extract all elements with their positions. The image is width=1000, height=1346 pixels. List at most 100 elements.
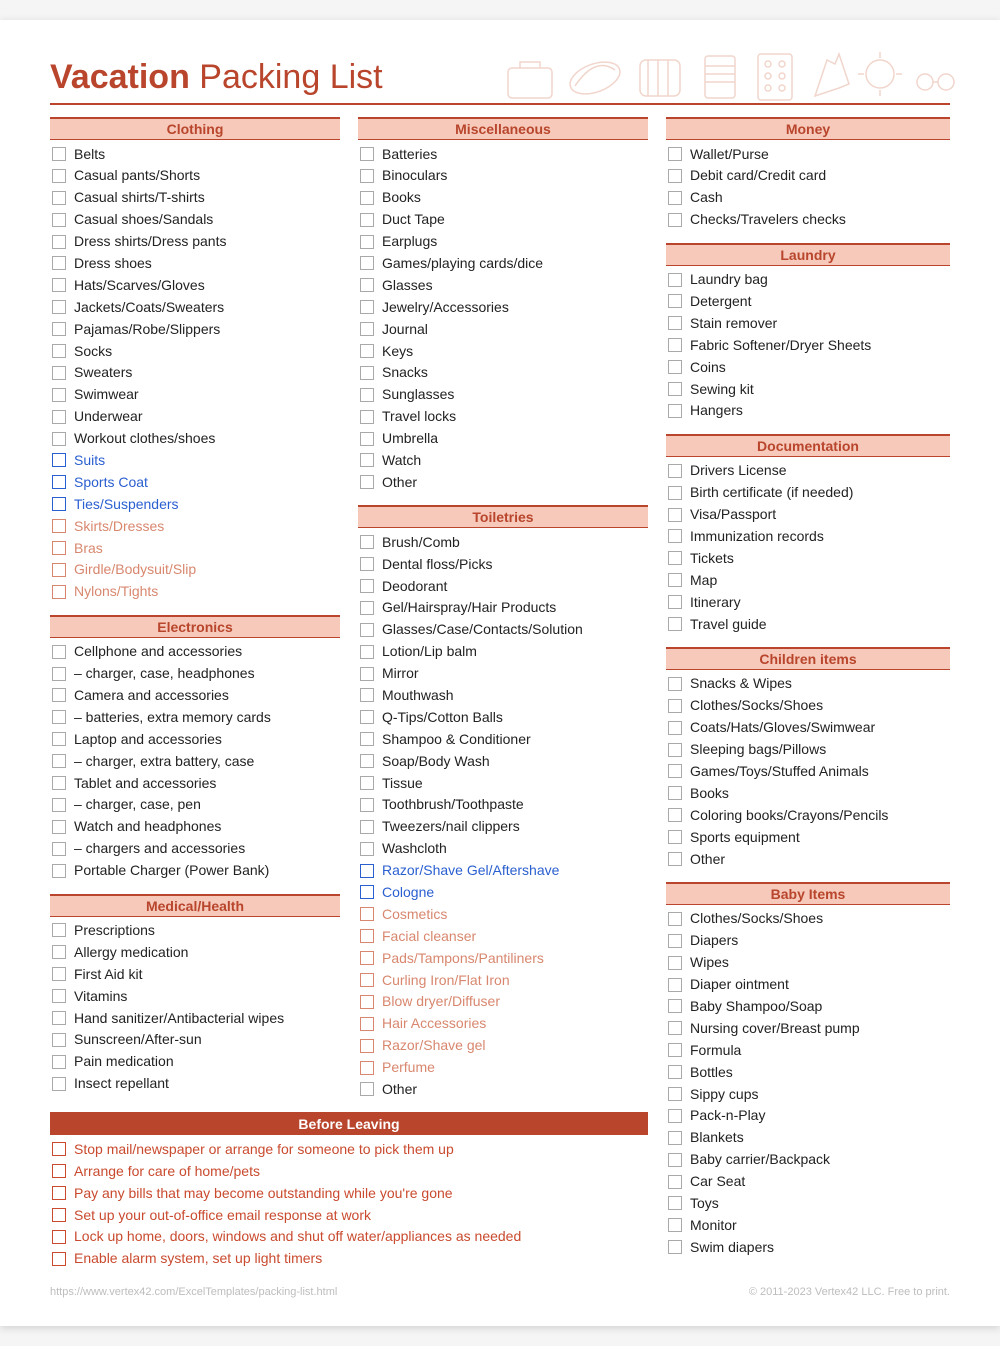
checkbox[interactable] xyxy=(360,147,374,161)
checkbox[interactable] xyxy=(360,688,374,702)
checkbox[interactable] xyxy=(360,907,374,921)
checkbox[interactable] xyxy=(360,623,374,637)
checkbox[interactable] xyxy=(360,344,374,358)
checkbox[interactable] xyxy=(360,951,374,965)
checkbox[interactable] xyxy=(52,1011,66,1025)
checkbox[interactable] xyxy=(668,338,682,352)
checkbox[interactable] xyxy=(668,213,682,227)
checkbox[interactable] xyxy=(52,732,66,746)
checkbox[interactable] xyxy=(668,382,682,396)
checkbox[interactable] xyxy=(52,213,66,227)
checkbox[interactable] xyxy=(52,322,66,336)
checkbox[interactable] xyxy=(360,864,374,878)
checkbox[interactable] xyxy=(52,1186,66,1200)
checkbox[interactable] xyxy=(360,366,374,380)
checkbox[interactable] xyxy=(52,147,66,161)
checkbox[interactable] xyxy=(52,989,66,1003)
checkbox[interactable] xyxy=(668,573,682,587)
checkbox[interactable] xyxy=(52,300,66,314)
checkbox[interactable] xyxy=(52,1252,66,1266)
checkbox[interactable] xyxy=(668,699,682,713)
checkbox[interactable] xyxy=(668,360,682,374)
checkbox[interactable] xyxy=(668,529,682,543)
checkbox[interactable] xyxy=(52,645,66,659)
checkbox[interactable] xyxy=(360,1017,374,1031)
checkbox[interactable] xyxy=(52,776,66,790)
checkbox[interactable] xyxy=(52,667,66,681)
checkbox[interactable] xyxy=(52,191,66,205)
checkbox[interactable] xyxy=(360,995,374,1009)
checkbox[interactable] xyxy=(360,1039,374,1053)
checkbox[interactable] xyxy=(360,798,374,812)
checkbox[interactable] xyxy=(668,464,682,478)
checkbox[interactable] xyxy=(52,1142,66,1156)
checkbox[interactable] xyxy=(52,388,66,402)
checkbox[interactable] xyxy=(668,786,682,800)
checkbox[interactable] xyxy=(668,978,682,992)
checkbox[interactable] xyxy=(52,1208,66,1222)
checkbox[interactable] xyxy=(668,486,682,500)
checkbox[interactable] xyxy=(668,1065,682,1079)
checkbox[interactable] xyxy=(668,595,682,609)
checkbox[interactable] xyxy=(52,798,66,812)
checkbox[interactable] xyxy=(668,1153,682,1167)
checkbox[interactable] xyxy=(668,956,682,970)
checkbox[interactable] xyxy=(52,1055,66,1069)
checkbox[interactable] xyxy=(360,645,374,659)
checkbox[interactable] xyxy=(360,929,374,943)
checkbox[interactable] xyxy=(668,1131,682,1145)
checkbox[interactable] xyxy=(360,776,374,790)
checkbox[interactable] xyxy=(668,1043,682,1057)
checkbox[interactable] xyxy=(360,973,374,987)
checkbox[interactable] xyxy=(360,842,374,856)
checkbox[interactable] xyxy=(668,551,682,565)
checkbox[interactable] xyxy=(52,169,66,183)
checkbox[interactable] xyxy=(360,601,374,615)
checkbox[interactable] xyxy=(668,1196,682,1210)
checkbox[interactable] xyxy=(668,1021,682,1035)
checkbox[interactable] xyxy=(360,256,374,270)
checkbox[interactable] xyxy=(360,322,374,336)
checkbox[interactable] xyxy=(360,475,374,489)
checkbox[interactable] xyxy=(360,579,374,593)
checkbox[interactable] xyxy=(668,912,682,926)
checkbox[interactable] xyxy=(668,404,682,418)
checkbox[interactable] xyxy=(52,1077,66,1091)
checkbox[interactable] xyxy=(52,585,66,599)
checkbox[interactable] xyxy=(668,1175,682,1189)
checkbox[interactable] xyxy=(360,410,374,424)
checkbox[interactable] xyxy=(52,453,66,467)
checkbox[interactable] xyxy=(52,563,66,577)
checkbox[interactable] xyxy=(668,1109,682,1123)
checkbox[interactable] xyxy=(52,945,66,959)
checkbox[interactable] xyxy=(668,764,682,778)
checkbox[interactable] xyxy=(52,710,66,724)
checkbox[interactable] xyxy=(668,999,682,1013)
checkbox[interactable] xyxy=(52,410,66,424)
checkbox[interactable] xyxy=(360,300,374,314)
checkbox[interactable] xyxy=(360,732,374,746)
checkbox[interactable] xyxy=(668,1218,682,1232)
checkbox[interactable] xyxy=(360,235,374,249)
checkbox[interactable] xyxy=(668,677,682,691)
checkbox[interactable] xyxy=(52,497,66,511)
checkbox[interactable] xyxy=(52,366,66,380)
checkbox[interactable] xyxy=(360,535,374,549)
checkbox[interactable] xyxy=(668,273,682,287)
checkbox[interactable] xyxy=(52,256,66,270)
checkbox[interactable] xyxy=(52,820,66,834)
checkbox[interactable] xyxy=(52,235,66,249)
checkbox[interactable] xyxy=(52,688,66,702)
checkbox[interactable] xyxy=(52,1230,66,1244)
checkbox[interactable] xyxy=(668,743,682,757)
checkbox[interactable] xyxy=(360,453,374,467)
checkbox[interactable] xyxy=(360,278,374,292)
checkbox[interactable] xyxy=(668,169,682,183)
checkbox[interactable] xyxy=(668,808,682,822)
checkbox[interactable] xyxy=(668,830,682,844)
checkbox[interactable] xyxy=(360,754,374,768)
checkbox[interactable] xyxy=(52,475,66,489)
checkbox[interactable] xyxy=(52,1164,66,1178)
checkbox[interactable] xyxy=(360,820,374,834)
checkbox[interactable] xyxy=(360,169,374,183)
